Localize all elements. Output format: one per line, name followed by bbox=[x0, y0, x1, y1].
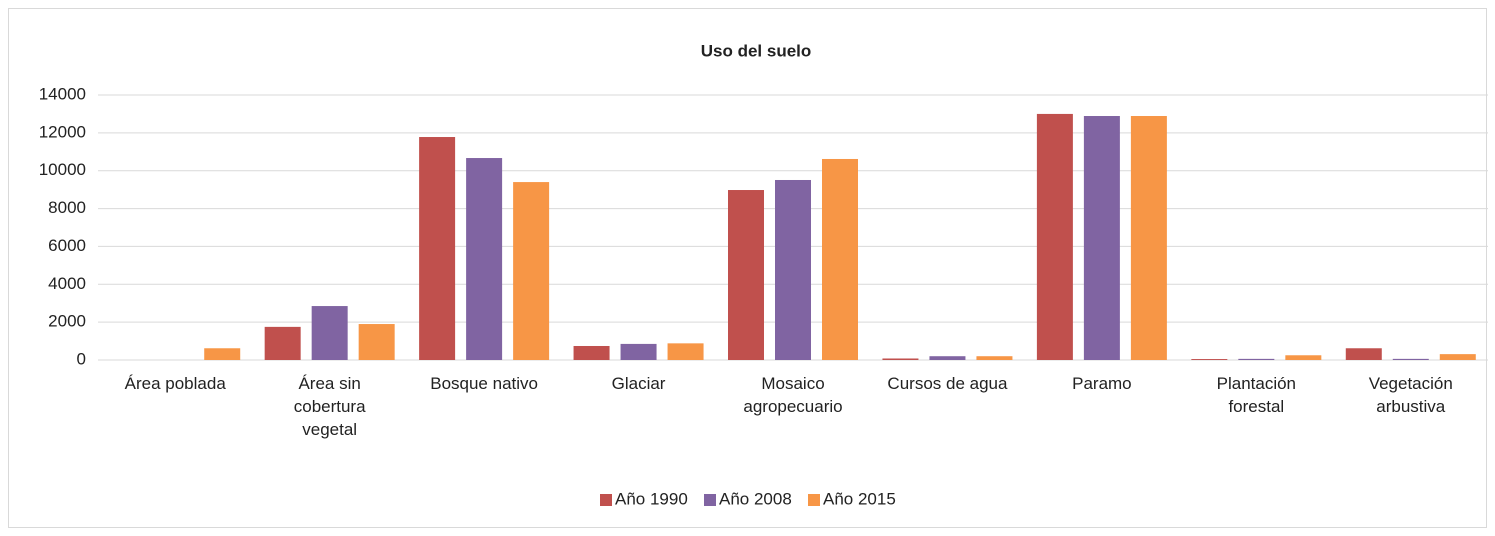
bar bbox=[929, 356, 966, 360]
x-tick-label: Bosque nativo bbox=[430, 374, 538, 393]
bar bbox=[775, 179, 811, 360]
bar bbox=[311, 306, 348, 360]
chart-frame bbox=[8, 8, 1487, 528]
bar bbox=[466, 158, 503, 360]
bar bbox=[204, 348, 241, 360]
legend-swatch bbox=[704, 494, 716, 506]
x-tick-label: Cursos de agua bbox=[887, 374, 1008, 393]
bar bbox=[667, 343, 704, 360]
bar bbox=[1345, 348, 1382, 360]
bar bbox=[882, 358, 919, 360]
bar bbox=[1439, 354, 1476, 360]
bar bbox=[513, 182, 550, 360]
bar bbox=[1285, 355, 1322, 360]
bar bbox=[573, 345, 610, 360]
bar bbox=[1392, 358, 1429, 360]
x-tick-label: Glaciar bbox=[611, 374, 666, 393]
legend-label: Año 2015 bbox=[823, 489, 896, 508]
legend-swatch bbox=[808, 494, 820, 506]
x-tick-label: Vegetación arbustiva bbox=[1368, 374, 1453, 416]
bar bbox=[1083, 116, 1120, 360]
legend-label: Año 2008 bbox=[719, 489, 792, 508]
x-tick-label: Área sin cobertura vegetal bbox=[293, 374, 366, 439]
y-tick-label: 12000 bbox=[39, 122, 86, 141]
bar bbox=[1238, 358, 1275, 360]
bar bbox=[264, 326, 301, 360]
chart-title: Uso del suelo bbox=[701, 41, 812, 60]
y-tick-label: 4000 bbox=[48, 274, 86, 293]
bar bbox=[728, 190, 764, 360]
x-tick-label: Plantación forestal bbox=[1216, 374, 1297, 416]
legend-label: Año 1990 bbox=[615, 489, 688, 508]
bar bbox=[1036, 113, 1073, 360]
bar bbox=[419, 137, 456, 360]
y-tick-label: 6000 bbox=[48, 236, 86, 255]
x-tick-label: Área poblada bbox=[124, 374, 226, 393]
bar bbox=[976, 356, 1013, 360]
bar bbox=[358, 324, 395, 360]
y-tick-label: 14000 bbox=[39, 84, 86, 103]
y-tick-label: 10000 bbox=[39, 160, 86, 179]
bar bbox=[1191, 359, 1228, 360]
bar bbox=[822, 158, 858, 360]
x-tick-label: Mosaico agropecuario bbox=[743, 374, 843, 416]
y-tick-label: 0 bbox=[77, 349, 86, 368]
y-tick-label: 2000 bbox=[48, 312, 86, 331]
y-tick-label: 8000 bbox=[48, 198, 86, 217]
bar bbox=[1130, 116, 1167, 360]
legend-swatch bbox=[600, 494, 612, 506]
x-tick-label: Paramo bbox=[1072, 374, 1132, 393]
bar bbox=[620, 343, 657, 360]
